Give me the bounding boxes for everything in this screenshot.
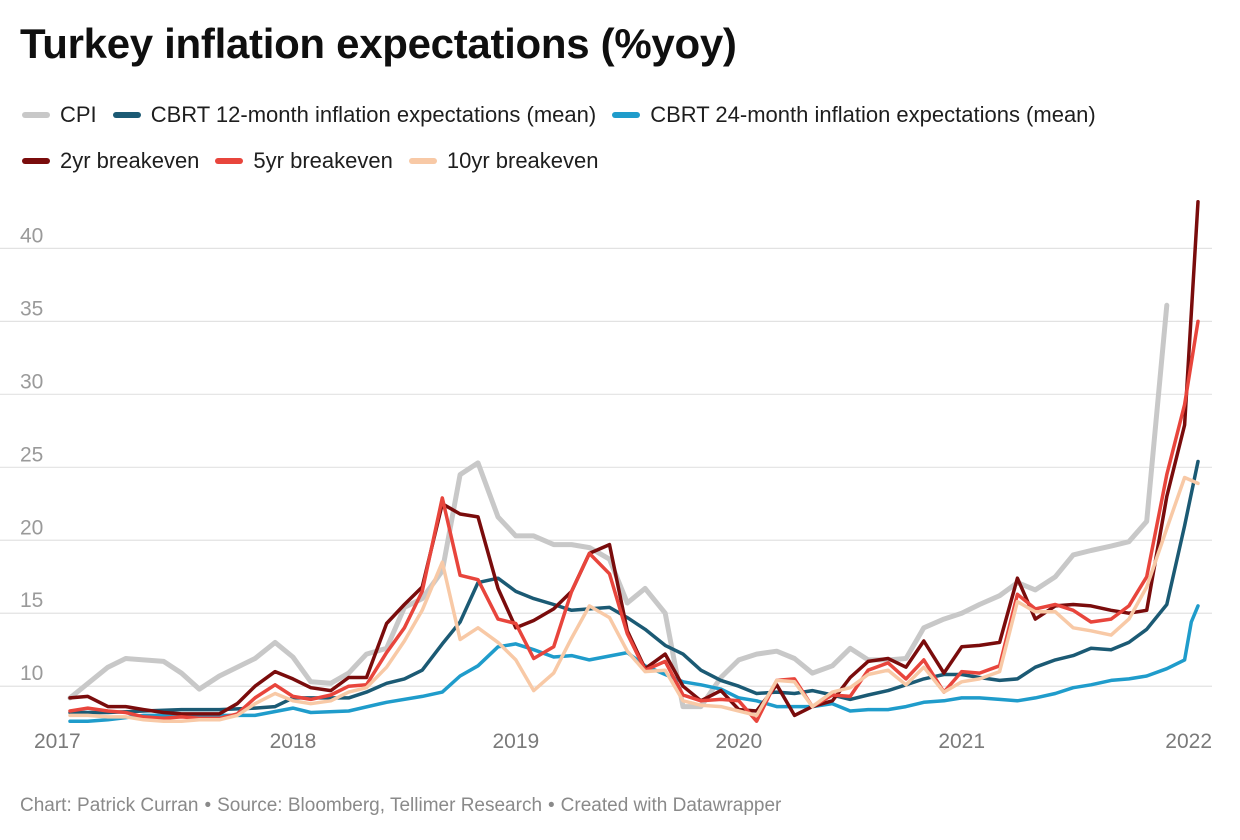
legend-item-2yr-breakeven: 2yr breakeven bbox=[22, 148, 199, 174]
legend-label: CBRT 12-month inflation expectations (me… bbox=[150, 102, 597, 127]
legend-item-10yr-breakeven: 10yr breakeven bbox=[408, 148, 599, 174]
series-lines bbox=[67, 199, 1200, 723]
y-axis-tick-labels: 10 15 20 25 30 35 40 bbox=[20, 224, 43, 685]
legend-swatch bbox=[22, 158, 50, 164]
legend-swatch bbox=[612, 112, 641, 118]
legend-label: 10yr breakeven bbox=[446, 148, 599, 173]
x-tick-label: 2020 bbox=[715, 730, 762, 753]
series-line-2yr-breakeven bbox=[68, 199, 1200, 718]
chart-created-with: Created with Datawrapper bbox=[560, 795, 782, 816]
y-tick-label: 20 bbox=[20, 516, 43, 539]
series-line-cpi bbox=[67, 302, 1170, 710]
x-axis-tick-labels: 2017 2018 2019 2020 2021 2022 bbox=[34, 730, 1212, 753]
series-line-cbrt-24-month-inflation-expectations-mean bbox=[68, 604, 1200, 723]
chart-source: Source: Bloomberg, Tellimer Research bbox=[217, 795, 543, 816]
legend-row-1: CPI CBRT 12-month inflation expectations… bbox=[22, 92, 1222, 138]
legend-label: CPI bbox=[60, 102, 97, 127]
y-tick-label: 40 bbox=[20, 224, 43, 247]
y-tick-label: 25 bbox=[20, 443, 43, 466]
footer-separator: • bbox=[548, 795, 555, 816]
line-chart: 10 15 20 25 30 35 40 2017 2018 2019 2020 2021 2022 bbox=[0, 199, 1212, 753]
legend-item-cbrt-24m: CBRT 24-month inflation expectations (me… bbox=[612, 102, 1096, 128]
series-line-10yr-breakeven bbox=[68, 475, 1200, 723]
x-tick-label: 2017 bbox=[34, 730, 81, 753]
legend-swatch bbox=[112, 112, 141, 118]
x-tick-label: 2021 bbox=[938, 730, 985, 753]
legend-swatch bbox=[408, 158, 437, 164]
x-tick-label: 2019 bbox=[492, 730, 539, 753]
series-line-cbrt-12-month-inflation-expectations-mean bbox=[68, 459, 1200, 715]
y-tick-label: 10 bbox=[20, 662, 43, 685]
y-tick-label: 30 bbox=[20, 370, 43, 393]
legend-label: CBRT 24-month inflation expectations (me… bbox=[650, 102, 1096, 127]
legend-item-cbrt-12m: CBRT 12-month inflation expectations (me… bbox=[112, 102, 597, 128]
legend-label: 2yr breakeven bbox=[60, 148, 200, 173]
chart-credit: Chart: Patrick Curran bbox=[20, 795, 199, 816]
x-tick-label: 2018 bbox=[270, 730, 317, 753]
chart-title: Turkey inflation expectations (%yoy) bbox=[20, 20, 737, 67]
legend-item-cpi: CPI bbox=[22, 102, 97, 128]
x-tick-label: 2022 bbox=[1165, 730, 1212, 753]
y-tick-label: 35 bbox=[20, 297, 43, 320]
gridlines bbox=[0, 247, 1212, 687]
legend-swatch bbox=[215, 158, 244, 164]
legend-row-2: 2yr breakeven 5yr breakeven 10yr breakev… bbox=[22, 138, 1222, 184]
legend: CPI CBRT 12-month inflation expectations… bbox=[22, 92, 1222, 184]
legend-swatch bbox=[22, 112, 50, 118]
legend-label: 5yr breakeven bbox=[253, 148, 393, 173]
footer-separator: • bbox=[204, 795, 212, 816]
legend-item-5yr-breakeven: 5yr breakeven bbox=[215, 148, 393, 174]
y-tick-label: 15 bbox=[20, 589, 43, 612]
chart-footer: Chart: Patrick Curran • Source: Bloomberg,… bbox=[20, 795, 781, 817]
